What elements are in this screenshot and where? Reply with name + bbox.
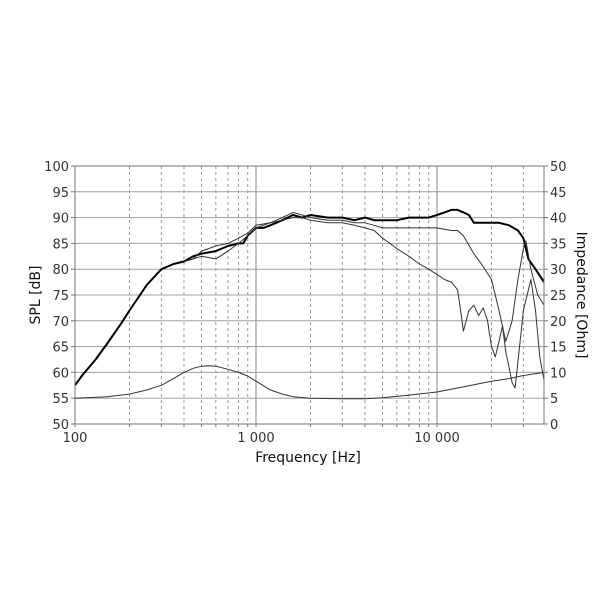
y2-tick-label: 0 [550, 418, 558, 433]
y-tick-label: 65 [52, 341, 69, 356]
x-tick-label: 1 000 [237, 431, 274, 446]
y-tick-label: 95 [52, 186, 69, 201]
y2-tick-label: 20 [550, 315, 567, 330]
y2-tick-label: 35 [550, 237, 567, 252]
y-tick-label: 80 [52, 263, 69, 278]
x-tick-label: 100 [63, 431, 88, 446]
data-curves [74, 208, 545, 400]
curve-impedance [74, 365, 545, 400]
plot-area [74, 165, 545, 425]
y2-tick-label: 25 [550, 289, 567, 304]
y-tick-label: 90 [52, 212, 69, 227]
y2-tick-label: 40 [550, 212, 567, 227]
y-tick-label: 55 [52, 392, 69, 407]
y-tick-label: 60 [52, 366, 69, 381]
y2-tick-label: 10 [550, 366, 567, 381]
curve-spl-60 [183, 217, 545, 389]
y-tick-label: 50 [52, 418, 69, 433]
curve-spl-on-axis-0 [74, 208, 545, 386]
y-tick-label: 70 [52, 315, 69, 330]
curve-spl-30 [183, 211, 545, 342]
y2-tick-label: 45 [550, 186, 567, 201]
x-tick-label: 10 000 [414, 431, 460, 446]
y-tick-label: 75 [52, 289, 69, 304]
left-axis-ticks: 50 55 60 65 70 75 80 85 90 95 100 [44, 160, 75, 433]
x-axis-ticks: 100 1 000 10 000 [63, 424, 524, 446]
y-tick-label: 85 [52, 237, 69, 252]
y2-tick-label: 5 [550, 392, 558, 407]
y-tick-label: 100 [44, 160, 69, 175]
x-axis-title: Frequency [Hz] [255, 450, 361, 466]
y2-tick-label: 15 [550, 341, 567, 356]
right-axis-ticks: 0 5 10 15 20 25 30 35 40 45 50 [544, 160, 567, 433]
y2-tick-label: 30 [550, 263, 567, 278]
left-axis-title: SPL [dB] [28, 266, 44, 325]
right-axis-title: Impedance [Ohm] [573, 232, 589, 359]
y2-tick-label: 50 [550, 160, 567, 175]
